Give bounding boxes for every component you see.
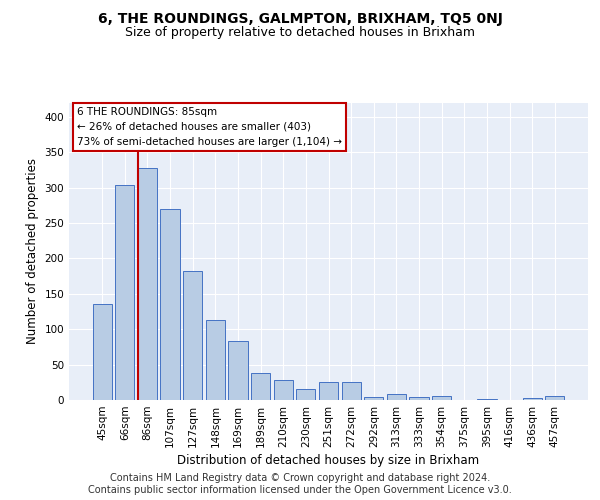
Bar [183,271,202,400]
Bar [409,397,428,400]
X-axis label: Distribution of detached houses by size in Brixham: Distribution of detached houses by size … [178,454,479,467]
Bar [160,209,180,400]
Bar [387,394,406,400]
Text: Contains HM Land Registry data © Crown copyright and database right 2024.
Contai: Contains HM Land Registry data © Crown c… [88,474,512,495]
Bar [545,396,565,400]
Bar [523,398,542,400]
Text: 6, THE ROUNDINGS, GALMPTON, BRIXHAM, TQ5 0NJ: 6, THE ROUNDINGS, GALMPTON, BRIXHAM, TQ5… [98,12,502,26]
Bar [138,168,157,400]
Bar [251,373,270,400]
Bar [296,388,316,400]
Text: 6 THE ROUNDINGS: 85sqm
← 26% of detached houses are smaller (403)
73% of semi-de: 6 THE ROUNDINGS: 85sqm ← 26% of detached… [77,107,342,146]
Bar [341,382,361,400]
Bar [364,397,383,400]
Bar [477,398,497,400]
Bar [92,304,112,400]
Y-axis label: Number of detached properties: Number of detached properties [26,158,39,344]
Bar [432,396,451,400]
Bar [319,382,338,400]
Bar [274,380,293,400]
Bar [115,186,134,400]
Text: Size of property relative to detached houses in Brixham: Size of property relative to detached ho… [125,26,475,39]
Bar [229,341,248,400]
Bar [206,320,225,400]
